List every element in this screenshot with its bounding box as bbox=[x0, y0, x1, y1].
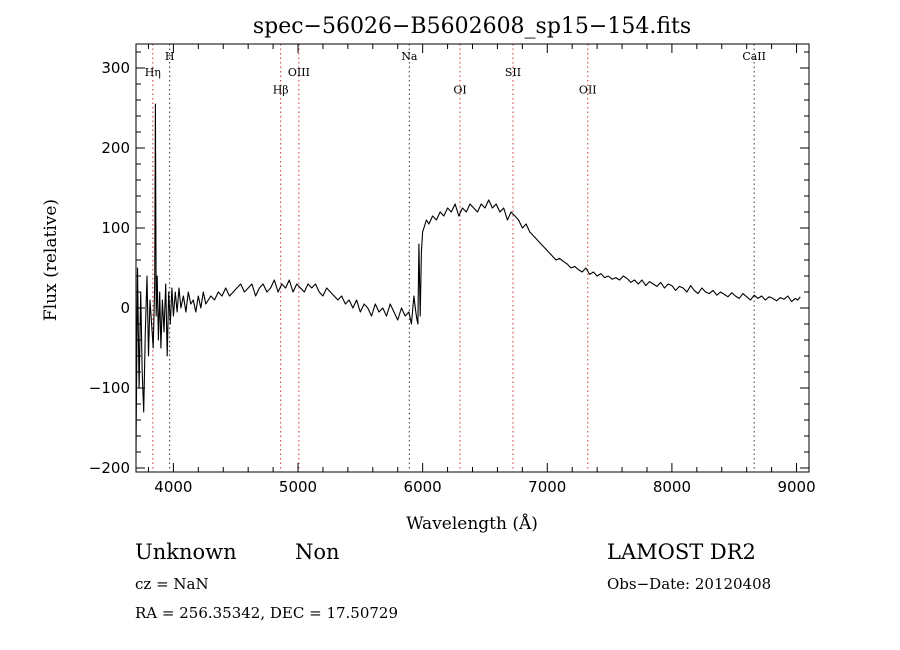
line-marker-label: Hη bbox=[145, 66, 161, 79]
x-tick-label: 9000 bbox=[777, 478, 815, 496]
y-tick-label: 300 bbox=[101, 59, 130, 77]
spectrum-line bbox=[135, 103, 801, 453]
line-marker-label: CaII bbox=[742, 50, 766, 63]
chart-title: spec−56026−B5602608_sp15−154.fits bbox=[253, 14, 691, 39]
y-tick-label: 0 bbox=[120, 299, 130, 317]
line-marker-label: SII bbox=[505, 66, 521, 79]
line-marker-label: OIII bbox=[288, 66, 310, 79]
line-marker-label: OI bbox=[453, 84, 466, 97]
y-tick-label: 200 bbox=[101, 139, 130, 157]
y-tick-label: −200 bbox=[89, 459, 130, 477]
y-tick-label: 100 bbox=[101, 219, 130, 237]
plot-frame bbox=[135, 43, 810, 473]
x-axis-label: Wavelength (Å) bbox=[406, 513, 538, 534]
y-tick-label: −100 bbox=[89, 379, 130, 397]
coordinates-label: RA = 256.35342, DEC = 17.50729 bbox=[135, 604, 399, 622]
x-tick-label: 8000 bbox=[653, 478, 691, 496]
x-tick-label: 7000 bbox=[528, 478, 566, 496]
line-marker-label: Na bbox=[401, 50, 418, 63]
redshift-label: cz = NaN bbox=[135, 575, 209, 593]
line-marker-label: H bbox=[165, 50, 175, 63]
line-marker-label: OII bbox=[579, 84, 597, 97]
subclass-label: Non bbox=[295, 540, 340, 564]
obs-date-label: Obs−Date: 20120408 bbox=[607, 575, 772, 593]
x-tick-label: 4000 bbox=[154, 478, 192, 496]
survey-label: LAMOST DR2 bbox=[607, 540, 756, 564]
y-axis-label: Flux (relative) bbox=[41, 199, 61, 321]
x-tick-label: 6000 bbox=[404, 478, 442, 496]
line-marker-label: Hβ bbox=[273, 84, 289, 97]
x-tick-label: 5000 bbox=[279, 478, 317, 496]
class-label: Unknown bbox=[135, 540, 237, 564]
